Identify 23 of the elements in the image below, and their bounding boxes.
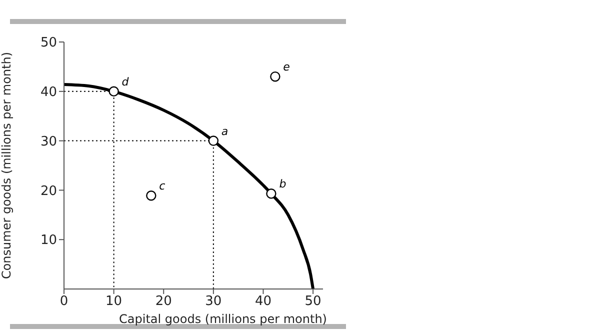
annotation: a [221, 124, 228, 138]
x-tick-label: 10 [106, 294, 122, 310]
x-tick-label: 0 [60, 294, 68, 310]
x-tick-label: 20 [155, 294, 172, 310]
x-axis-title: Capital goods (millions per month) [119, 312, 327, 326]
annotation: b [279, 178, 286, 191]
y-axis-title: Consumer goods (millions per month) [0, 52, 14, 280]
y-tick-label: 50 [40, 36, 57, 51]
point [266, 188, 276, 199]
y-tick-label: 10 [40, 233, 57, 248]
y-tick-label: 20 [40, 184, 57, 199]
annotation: c [159, 180, 166, 193]
x-tick-label: 30 [205, 294, 222, 310]
x-tick-label: 40 [254, 294, 272, 310]
point [108, 86, 119, 97]
annotation: e [283, 60, 290, 74]
point [270, 71, 280, 82]
y-tick-label: 30 [40, 134, 57, 150]
point [208, 136, 219, 146]
point [146, 190, 156, 201]
annotation: d [122, 75, 130, 88]
x-tick-label: 50 [304, 294, 322, 310]
y-tick-label: 40 [40, 85, 57, 100]
